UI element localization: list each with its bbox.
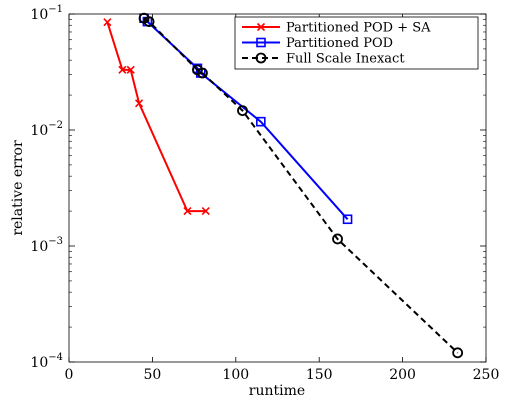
data-point-partitioned-pod xyxy=(342,214,353,225)
x-tick-label: 100 xyxy=(222,367,249,383)
x-tick-label: 200 xyxy=(389,367,416,383)
y-tick-label: 10−3 xyxy=(30,236,63,255)
x-tick-label: 150 xyxy=(306,367,333,383)
plot-frame xyxy=(68,13,487,363)
x-tick-label: 50 xyxy=(143,367,161,383)
legend-marker-partitioned-pod-sa xyxy=(256,22,266,32)
data-point-partitioned-pod-sa xyxy=(118,65,127,74)
x-tick-label: 0 xyxy=(65,367,74,383)
data-point-partitioned-pod-sa xyxy=(126,65,135,74)
data-point-partitioned-pod-sa xyxy=(134,99,144,108)
data-point-full-scale-inexact xyxy=(332,233,343,245)
legend-label-partitioned-pod-sa: Partitioned POD + SA xyxy=(286,21,431,36)
data-point-partitioned-pod-sa xyxy=(183,207,192,216)
y-tick-label: 10−4 xyxy=(30,352,63,371)
axes: 0 50 100 150 200 250 10−1 10−2 10−3 10−4 xyxy=(30,4,499,383)
plot-area xyxy=(103,12,464,359)
x-axis-label: runtime xyxy=(249,383,305,399)
legend-label-full-scale-inexact: Full Scale Inexact xyxy=(286,52,405,67)
series-line-partitioned-pod-sa xyxy=(106,21,206,213)
data-point-full-scale-inexact xyxy=(197,67,208,79)
series-line-full-scale-inexact xyxy=(143,17,459,354)
data-point-partitioned-pod-sa xyxy=(201,207,210,216)
data-point-full-scale-inexact xyxy=(143,16,155,27)
y-tick-label: 10−1 xyxy=(30,4,63,23)
y-axis-label: relative error xyxy=(10,140,26,236)
data-point-full-scale-inexact xyxy=(452,347,464,359)
legend-label-partitioned-pod: Partitioned POD xyxy=(286,36,393,51)
data-point-partitioned-pod-sa xyxy=(103,18,112,27)
y-tick-label: 10−2 xyxy=(30,120,63,139)
legend-marker-full-scale-inexact xyxy=(255,52,267,64)
data-point-partitioned-pod xyxy=(256,116,266,127)
x-tick-label: 250 xyxy=(473,367,500,383)
data-point-full-scale-inexact xyxy=(237,105,248,116)
legend-marker-partitioned-pod xyxy=(256,37,266,48)
